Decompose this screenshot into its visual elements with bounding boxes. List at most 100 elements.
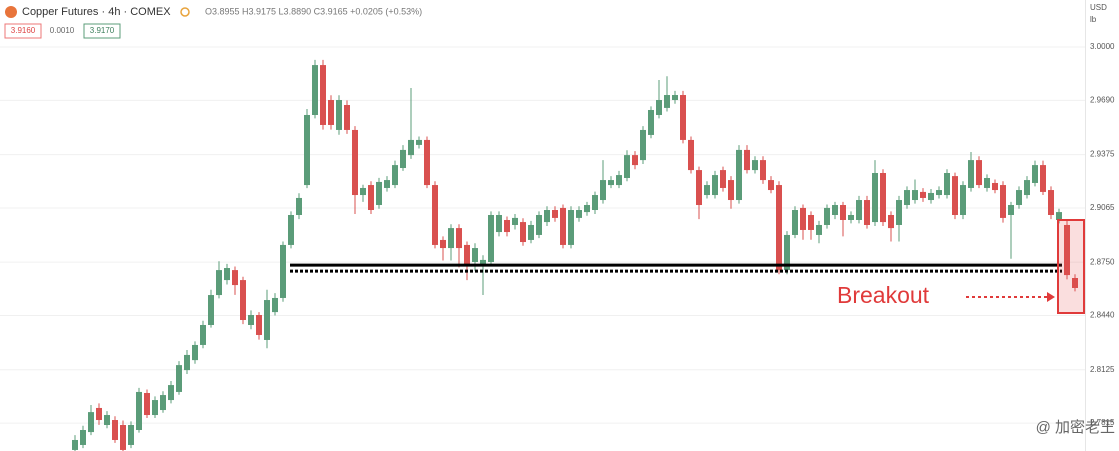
- y-tick-label: 2.7815: [1090, 418, 1115, 427]
- candle-body: [696, 170, 702, 206]
- candle-body: [704, 185, 710, 196]
- candle-body: [928, 192, 934, 201]
- candle-body: [640, 129, 646, 161]
- candle-body: [1016, 190, 1022, 206]
- candle-body: [576, 210, 582, 218]
- candle-body: [224, 268, 230, 281]
- candle-body: [344, 105, 350, 130]
- candle-body: [824, 207, 830, 225]
- candle-body: [432, 185, 438, 245]
- candle-body: [416, 139, 422, 145]
- candle-body: [104, 415, 110, 426]
- y-tick-label: 2.8125: [1090, 365, 1115, 374]
- candle-body: [352, 129, 358, 196]
- candle-body: [424, 139, 430, 186]
- grid: [0, 46, 1085, 424]
- price-box: [4, 23, 42, 39]
- candle-body: [560, 207, 566, 245]
- candle-body: [248, 315, 254, 325]
- candle-body: [296, 197, 302, 215]
- candle-body: [536, 214, 542, 235]
- candle-body: [456, 228, 462, 249]
- candle-body: [304, 114, 310, 186]
- candle-body: [592, 195, 598, 211]
- candles: [72, 59, 1078, 451]
- candle-body: [816, 224, 822, 235]
- candle-body: [976, 160, 982, 186]
- candle-body: [712, 175, 718, 196]
- candle-body: [664, 95, 670, 108]
- candle-body: [672, 95, 678, 101]
- candle-body: [832, 205, 838, 215]
- candle-body: [880, 172, 886, 223]
- candle-body: [1032, 165, 1038, 183]
- candle-body: [392, 165, 398, 186]
- y-tick-label: 2.9375: [1090, 150, 1115, 159]
- candle-body: [400, 149, 406, 169]
- chart-title: Copper Futures · 4h · COMEX: [22, 6, 171, 18]
- candle-body: [112, 420, 118, 440]
- candle-body: [496, 214, 502, 233]
- candle-body: [160, 395, 166, 411]
- price-box-label: 3.9160: [11, 26, 36, 35]
- candle-body: [128, 425, 134, 445]
- candle-body: [656, 100, 662, 115]
- candle-body: [80, 429, 86, 445]
- candle-body: [864, 200, 870, 225]
- ohlc-legend: O3.8955 H3.9175 L3.8890 C3.9165 +0.0205 …: [205, 6, 422, 16]
- overlay: Breakout: [290, 219, 1085, 314]
- candle-body: [504, 219, 510, 233]
- settings-icon[interactable]: [180, 7, 190, 17]
- candle-body: [768, 180, 774, 191]
- candle-body: [616, 175, 622, 186]
- candle-body: [1072, 278, 1078, 288]
- y-tick-label: 2.9690: [1090, 95, 1115, 104]
- candle-body: [744, 149, 750, 171]
- candle-body: [784, 234, 790, 271]
- candle-body: [800, 207, 806, 230]
- price-box-label: 3.9170: [90, 26, 115, 35]
- candle-body: [600, 180, 606, 201]
- candle-body: [136, 391, 142, 430]
- candle-body: [240, 280, 246, 321]
- candle-body: [912, 190, 918, 201]
- candle-body: [776, 185, 782, 271]
- candle-body: [728, 180, 734, 201]
- candle-body: [88, 412, 94, 433]
- candle-body: [936, 190, 942, 196]
- candle-body: [264, 300, 270, 340]
- candle-body: [192, 344, 198, 361]
- candle-body: [376, 181, 382, 206]
- candle-body: [1000, 185, 1006, 218]
- y-tick-label: 3.0000: [1090, 42, 1115, 51]
- candle-body: [1008, 205, 1014, 215]
- candle-body: [960, 185, 966, 215]
- candle-body: [608, 180, 614, 186]
- candle-body: [840, 205, 846, 220]
- candle-body: [384, 180, 390, 188]
- candle-body: [736, 149, 742, 201]
- candle-body: [992, 182, 998, 191]
- candle-body: [952, 176, 958, 215]
- candle-body: [944, 172, 950, 196]
- candle-body: [896, 200, 902, 225]
- candle-body: [920, 191, 926, 198]
- candle-body: [200, 324, 206, 345]
- candle-body: [568, 210, 574, 245]
- symbol-icon: [5, 6, 17, 18]
- y-tick-label: 2.9065: [1090, 203, 1115, 212]
- candle-body: [144, 392, 150, 416]
- candle-body: [336, 100, 342, 130]
- y-tick-label: 2.8440: [1090, 311, 1115, 320]
- candle-body: [760, 160, 766, 181]
- candle-body: [408, 139, 414, 156]
- candle-body: [1040, 165, 1046, 192]
- candle-body: [232, 270, 238, 286]
- axis-unit: USD: [1090, 3, 1107, 12]
- candle-body: [848, 214, 854, 220]
- price-box: [83, 23, 121, 39]
- candle-body: [280, 244, 286, 298]
